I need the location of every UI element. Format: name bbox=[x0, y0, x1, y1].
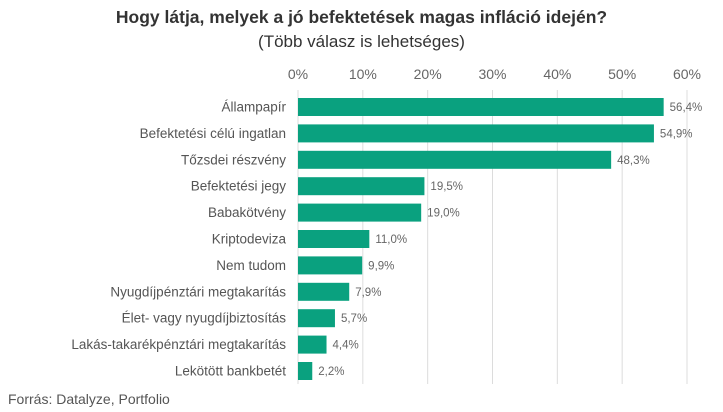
bar bbox=[298, 335, 327, 354]
data-label: 48,3% bbox=[617, 155, 650, 167]
bar bbox=[298, 362, 313, 380]
bar bbox=[298, 256, 363, 275]
category-label: Állampapír bbox=[221, 100, 286, 115]
bar bbox=[298, 150, 612, 169]
x-tick-label: 10% bbox=[349, 66, 377, 82]
bars bbox=[298, 98, 664, 380]
category-label: Nyugdíjpénztári megtakarítás bbox=[110, 284, 286, 299]
bar bbox=[298, 98, 664, 116]
x-axis-ticks: 0% 10% 20% 30% 40% 50% 60% bbox=[288, 66, 701, 82]
category-label: Lekötött bankbetét bbox=[175, 364, 286, 379]
bar bbox=[298, 177, 425, 196]
x-tick-label: 50% bbox=[608, 66, 636, 82]
data-label: 11,0% bbox=[375, 234, 407, 246]
data-label: 7,9% bbox=[355, 287, 381, 299]
data-label: 9,9% bbox=[368, 260, 394, 272]
category-label: Befektetési célú ingatlan bbox=[140, 126, 286, 141]
data-label: 56,4% bbox=[670, 102, 703, 114]
data-label: 4,4% bbox=[333, 340, 359, 352]
category-label: Kriptodeviza bbox=[212, 232, 287, 247]
category-label: Befektetési jegy bbox=[191, 179, 287, 194]
category-label: Babakötvény bbox=[208, 205, 286, 220]
bar bbox=[298, 203, 422, 222]
category-label: Nem tudom bbox=[216, 258, 286, 273]
bar-chart: 0% 10% 20% 30% 40% 50% 60% Állampapír Befekteté… bbox=[71, 66, 702, 384]
chart-title: Hogy látja, melyek a jó befektetések mag… bbox=[115, 7, 608, 27]
x-tick-label: 40% bbox=[543, 66, 571, 82]
chart-subtitle: (Több válasz is lehetséges) bbox=[258, 32, 465, 51]
x-tick-label: 0% bbox=[288, 66, 308, 82]
data-label: 54,9% bbox=[660, 128, 693, 140]
bar bbox=[298, 282, 350, 301]
x-tick-label: 20% bbox=[414, 66, 442, 82]
source-note: Forrás: Datalyze, Portfolio bbox=[8, 391, 170, 407]
bar bbox=[298, 124, 654, 143]
data-label: 19,0% bbox=[427, 208, 460, 220]
data-label: 5,7% bbox=[341, 313, 367, 325]
category-label: Lakás-takarékpénztári megtakarítás bbox=[71, 337, 286, 352]
x-tick-label: 30% bbox=[478, 66, 506, 82]
x-tick-label: 60% bbox=[673, 66, 701, 82]
data-label: 19,5% bbox=[430, 181, 463, 193]
bar bbox=[298, 309, 335, 328]
category-labels: Állampapír Befektetési célú ingatlan Tőzsd… bbox=[71, 100, 286, 379]
data-label: 2,2% bbox=[318, 366, 344, 378]
category-label: Élet- vagy nyugdíjbiztosítás bbox=[122, 311, 287, 326]
bar bbox=[298, 230, 370, 248]
category-label: Tőzsdei részvény bbox=[181, 152, 286, 167]
data-labels: 56,4% 54,9% 48,3% 19,5% 19,0% 11,0% 9,9% 7,9% 5,… bbox=[318, 102, 702, 378]
